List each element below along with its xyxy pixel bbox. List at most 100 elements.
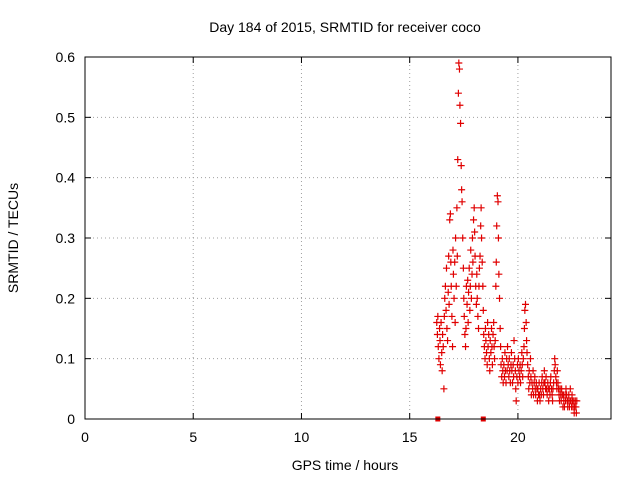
y-tick-label: 0.3 [56, 230, 76, 246]
data-point [491, 355, 499, 363]
data-point [453, 204, 461, 212]
data-point [457, 162, 465, 170]
y-axis-label: SRMTID / TECUs [5, 183, 21, 293]
data-point [462, 325, 470, 332]
y-tick-label: 0.4 [56, 170, 76, 186]
data-point [441, 282, 449, 290]
data-point [489, 331, 497, 339]
grid-lines [85, 57, 611, 419]
data-point [496, 294, 504, 302]
data-point [463, 300, 471, 308]
data-point [519, 355, 527, 363]
x-tick-label: 15 [402, 429, 418, 445]
data-point [452, 234, 460, 242]
data-point [524, 361, 532, 369]
data-point [510, 337, 518, 345]
data-point [517, 367, 525, 375]
data-point [512, 397, 520, 405]
data-point [444, 288, 452, 296]
data-point [471, 228, 479, 236]
data-point [479, 282, 487, 290]
data-point [475, 325, 483, 332]
data-point [520, 343, 528, 351]
data-point [450, 294, 458, 302]
data-point [451, 258, 459, 266]
data-point [437, 318, 445, 326]
data-point [490, 343, 498, 351]
data-point [473, 294, 481, 302]
data-point [493, 192, 501, 200]
data-point [536, 397, 544, 405]
data-point [493, 222, 501, 230]
data-point [573, 397, 581, 405]
data-point [470, 216, 478, 224]
data-point [507, 349, 515, 357]
data-point [512, 385, 520, 393]
data-point [529, 367, 537, 375]
data-point [449, 270, 457, 278]
data-point [467, 294, 475, 302]
data-point [566, 385, 574, 393]
data-point [553, 367, 561, 375]
data-point [457, 119, 465, 127]
x-tick-label: 20 [510, 429, 526, 445]
data-point [549, 397, 557, 405]
data-point [486, 367, 494, 375]
data-point [477, 222, 485, 230]
data-point [468, 234, 476, 242]
data-point [531, 373, 539, 381]
data-point [484, 318, 492, 326]
data-point [455, 65, 463, 73]
data-point [572, 403, 580, 411]
data-point [501, 349, 509, 357]
data-point [440, 312, 448, 320]
data-point [459, 264, 467, 272]
data-point [453, 252, 461, 260]
data-point [459, 234, 467, 242]
data-point [436, 361, 444, 369]
data-point [438, 367, 446, 375]
data-point [521, 306, 529, 314]
data-point [442, 264, 450, 272]
data-point [462, 343, 470, 351]
data-point [479, 306, 487, 314]
x-tick-label: 10 [294, 429, 310, 445]
data-point [494, 234, 502, 242]
data-point [452, 282, 460, 290]
data-point [458, 198, 466, 206]
data-point [460, 294, 468, 302]
data-point [465, 264, 473, 272]
data-point [526, 355, 534, 363]
data-point [443, 325, 451, 332]
data-point [522, 318, 530, 326]
y-tick-label: 0.1 [56, 351, 76, 367]
data-point [478, 258, 486, 266]
x-tick-label: 5 [189, 429, 197, 445]
data-point [444, 337, 452, 345]
data-point [490, 318, 498, 326]
data-point [551, 355, 559, 363]
data-point [492, 258, 500, 266]
data-point [454, 156, 462, 164]
x-axis-label: GPS time / hours [292, 457, 399, 473]
data-point [472, 300, 480, 308]
data-point [481, 325, 489, 332]
data-point [540, 367, 548, 375]
data-point [466, 306, 474, 314]
data-point [439, 343, 447, 351]
x-tick-label: 0 [81, 429, 89, 445]
data-point [474, 312, 482, 320]
data-point [461, 331, 469, 339]
data-point [435, 355, 443, 363]
data-point [552, 373, 560, 381]
data-point [434, 312, 442, 320]
data-point [458, 186, 466, 194]
data-point [464, 318, 472, 326]
data-point [487, 349, 495, 357]
data-point [476, 252, 484, 260]
data-point [460, 312, 468, 320]
axis-ticks: 0 0.1 0.2 0.3 0.4 0.5 0.6 0 5 10 15 20 [56, 49, 611, 445]
data-point [470, 204, 478, 212]
data-point [442, 306, 450, 314]
